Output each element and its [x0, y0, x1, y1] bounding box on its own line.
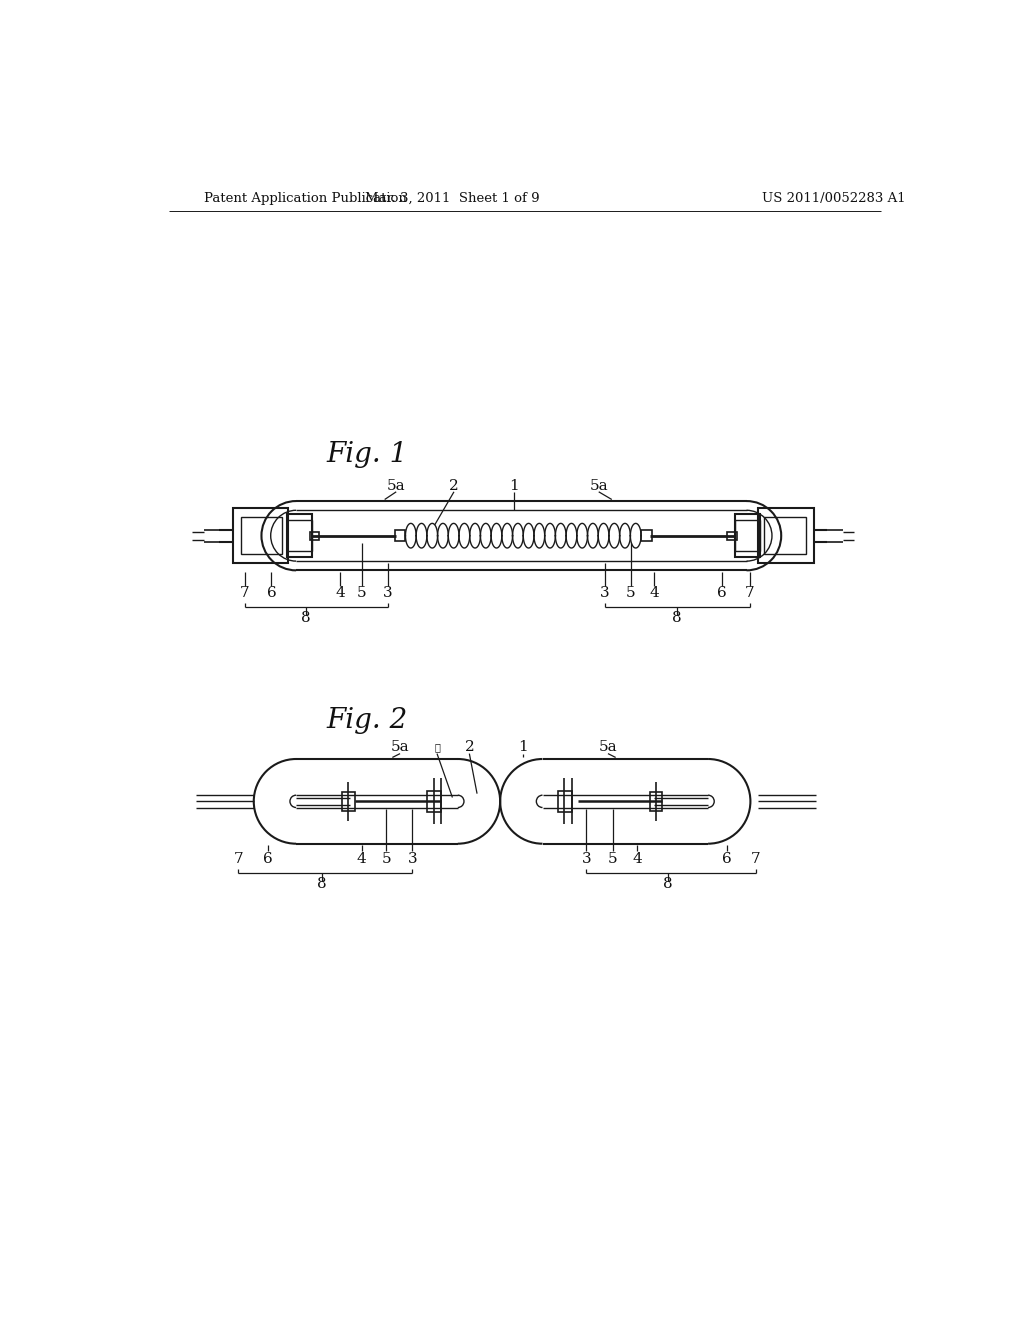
Text: 5a: 5a [387, 479, 406, 492]
Bar [649, 792, 662, 810]
Bar [735, 515, 760, 557]
Bar [241, 517, 283, 554]
Text: Mar. 3, 2011  Sheet 1 of 9: Mar. 3, 2011 Sheet 1 of 9 [366, 191, 540, 205]
Text: 7: 7 [744, 586, 755, 601]
Text: 3: 3 [582, 853, 591, 866]
Text: 8: 8 [301, 611, 311, 626]
Text: 1: 1 [518, 741, 528, 755]
Text: Patent Application Publication: Patent Application Publication [204, 191, 407, 205]
Text: 5: 5 [356, 586, 367, 601]
Text: 8: 8 [673, 611, 682, 626]
Text: Fig. 1: Fig. 1 [327, 441, 409, 469]
Text: 6: 6 [717, 586, 727, 601]
Text: 4: 4 [335, 586, 345, 601]
Text: 1: 1 [509, 479, 519, 492]
Bar [735, 520, 760, 552]
Bar [641, 531, 652, 541]
Text: 8: 8 [316, 876, 327, 891]
Bar [758, 508, 813, 564]
Bar [427, 791, 441, 812]
Bar [342, 792, 354, 810]
Bar [287, 515, 311, 557]
Text: 4: 4 [356, 853, 367, 866]
Bar [287, 520, 311, 552]
Bar [394, 531, 406, 541]
Text: 5a: 5a [599, 741, 617, 755]
Text: 5a: 5a [391, 741, 410, 755]
Text: 7: 7 [233, 853, 243, 866]
Bar [310, 532, 319, 540]
Bar [727, 532, 736, 540]
Text: 3: 3 [383, 586, 392, 601]
Text: Fig. 2: Fig. 2 [327, 708, 409, 734]
Text: 3: 3 [408, 853, 417, 866]
Text: 4: 4 [633, 853, 642, 866]
Text: 5: 5 [608, 853, 617, 866]
Text: 5: 5 [627, 586, 636, 601]
Text: 2: 2 [450, 479, 459, 492]
Text: 3: 3 [600, 586, 609, 601]
Bar [233, 508, 289, 564]
Text: 2: 2 [465, 741, 474, 755]
Text: 4: 4 [649, 586, 659, 601]
Bar [764, 517, 806, 554]
Text: US 2011/0052283 A1: US 2011/0052283 A1 [762, 191, 905, 205]
Text: 5a: 5a [590, 479, 608, 492]
Text: 7: 7 [751, 853, 761, 866]
Text: 6: 6 [266, 586, 276, 601]
Bar [558, 791, 571, 812]
Text: 6: 6 [722, 853, 731, 866]
Text: 8: 8 [664, 876, 673, 891]
Text: 6: 6 [263, 853, 272, 866]
Text: ⮡: ⮡ [434, 743, 440, 752]
Text: 5: 5 [381, 853, 391, 866]
Text: 7: 7 [240, 586, 249, 601]
